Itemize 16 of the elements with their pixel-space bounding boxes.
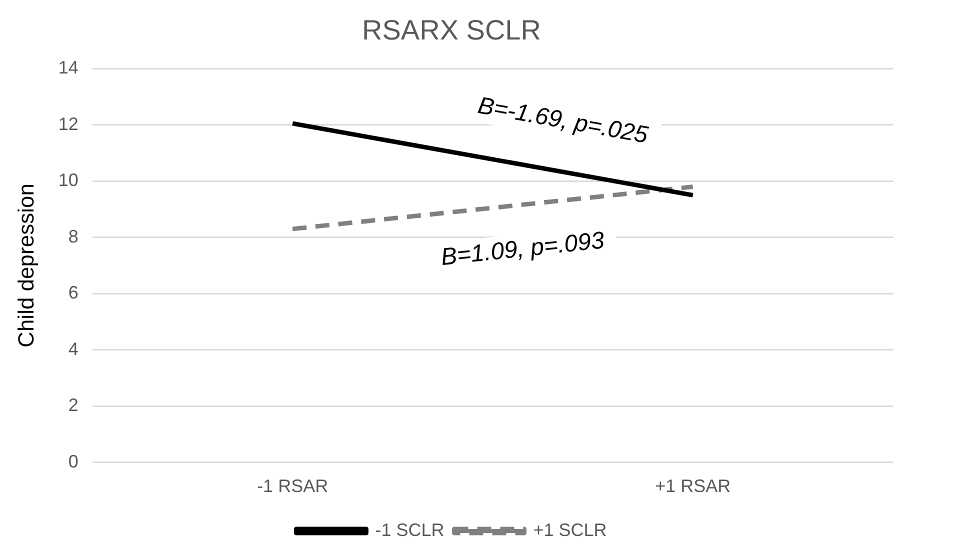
- x-tick-label: +1 RSAR: [655, 476, 731, 496]
- y-tick-label: 10: [58, 170, 78, 190]
- y-tick-label: 4: [68, 338, 78, 359]
- annotation: B=-1.69, p=.025: [476, 92, 651, 150]
- legend-label: +1 SCLR: [533, 520, 607, 540]
- y-tick-label: 6: [68, 282, 78, 303]
- y-tick-label: 0: [68, 451, 78, 472]
- legend-label: -1 SCLR: [375, 520, 444, 540]
- x-tick-label: -1 RSAR: [257, 476, 328, 496]
- y-axis-title: Child depression: [13, 184, 38, 348]
- y-tick-label: 8: [68, 226, 78, 246]
- chart-title: RSARX SCLR: [362, 14, 541, 46]
- y-tick-label: 12: [58, 114, 78, 134]
- y-tick-label: 2: [68, 395, 78, 416]
- annotation: B=1.09, p=.093: [440, 226, 606, 272]
- y-tick-label: 14: [58, 58, 78, 78]
